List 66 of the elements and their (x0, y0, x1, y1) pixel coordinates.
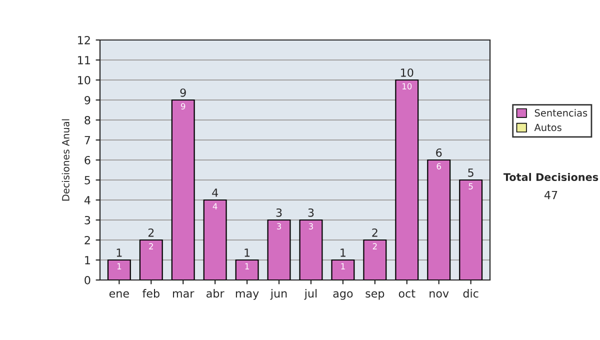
y-tick-label: 1 (85, 256, 90, 264)
text: Total Decisiones (503, 172, 598, 182)
bar (267, 219, 291, 280)
bar (395, 79, 419, 280)
data-label: 1 (117, 263, 122, 270)
y-tick-label: 0 (84, 276, 90, 284)
bar (427, 159, 451, 280)
x-tick-label: ago (333, 291, 353, 300)
y-tick-label: 3 (84, 216, 90, 224)
x-tick-label: ene (109, 291, 129, 298)
x-tick-label: oct (398, 290, 416, 298)
y-tick-label: 7 (84, 136, 90, 144)
bar (363, 239, 387, 280)
y-axis-title: Decisiones Anual (62, 119, 70, 201)
x-tick-label: nov (430, 291, 449, 298)
data-label: 3 (308, 223, 313, 230)
data-label: 2 (372, 243, 377, 250)
y-tick-label: 2 (84, 236, 90, 244)
y-tick-label: 6 (84, 156, 90, 164)
data-label: 2 (149, 243, 153, 250)
bar (139, 239, 163, 280)
x-tick-label: mar (173, 291, 194, 298)
bar (299, 219, 323, 280)
y-tick-label: 5 (84, 176, 90, 184)
x-tick-label: may (236, 291, 259, 300)
legend-label: Sentencias (534, 109, 588, 117)
data-label: 4 (212, 203, 218, 210)
y-tick-label: 11 (78, 56, 90, 64)
x-tick-label: feb (142, 289, 160, 298)
total-label: 1 (340, 248, 346, 257)
y-tick-label: 10 (78, 76, 90, 84)
bar (107, 259, 131, 280)
bar (235, 259, 259, 280)
text: 47 (544, 190, 558, 200)
x-tick-label: jun (270, 289, 287, 300)
data-label: 1 (341, 263, 345, 270)
total-label: 3 (308, 208, 314, 217)
y-tick-label: 12 (78, 36, 90, 44)
total-label: 9 (180, 88, 186, 97)
total-label: 1 (116, 248, 122, 257)
data-label: 9 (180, 103, 186, 110)
data-label: 5 (468, 183, 473, 190)
total-label: 5 (468, 168, 474, 177)
legend-label: Autos (534, 124, 562, 132)
x-tick-label: abr (206, 289, 224, 298)
total-label: 1 (244, 248, 250, 257)
y-tick-label: 4 (84, 196, 90, 204)
data-label: 1 (245, 263, 249, 270)
x-tick-label: dic (463, 289, 478, 298)
bar (331, 259, 355, 280)
bar (459, 179, 483, 280)
y-tick-label: 9 (84, 96, 90, 104)
y-tick-label: 8 (84, 116, 90, 124)
data-label: 6 (436, 163, 441, 170)
total-label: 3 (276, 208, 282, 217)
total-label: 10 (401, 68, 414, 77)
data-label: 3 (277, 223, 281, 230)
total-label: 6 (436, 148, 442, 157)
data-label: 10 (402, 83, 412, 90)
x-tick-label: sep (366, 291, 384, 300)
x-tick-label: jul (304, 289, 317, 300)
total-label: 2 (372, 228, 378, 237)
bar (203, 199, 227, 280)
total-label: 2 (148, 228, 154, 237)
total-label: 4 (212, 188, 218, 197)
bar (171, 99, 195, 280)
